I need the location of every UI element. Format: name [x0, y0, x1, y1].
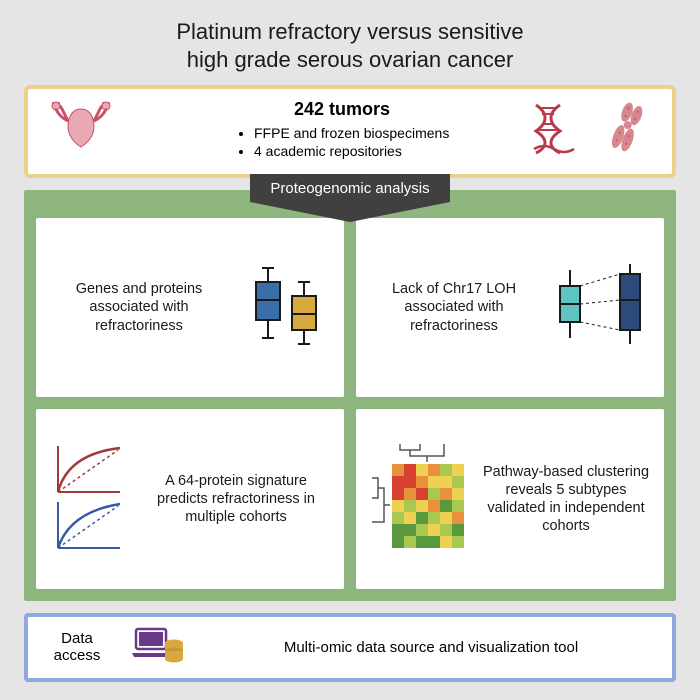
arrow-wrap: Proteogenomic analysis [24, 174, 676, 201]
laptop-database-icon [130, 625, 186, 670]
panel-1-text: Genes and proteins associated with refra… [50, 280, 228, 334]
panel-pathway-clustering: Pathway-based clustering reveals 5 subty… [356, 409, 664, 589]
data-access-card: Data access Multi-omic data source and v… [24, 613, 676, 682]
title-line-1: Platinum refractory versus sensitivehigh… [176, 19, 523, 72]
panel-4-text: Pathway-based clustering reveals 5 subty… [482, 463, 650, 536]
panel-3-text: A 64-protein signature predicts refracto… [142, 472, 330, 526]
tumors-center: 242 tumors FFPE and frozen biospecimens … [134, 99, 510, 160]
panel-chr17-loh: Lack of Chr17 LOH associated with refrac… [356, 218, 664, 398]
panel-genes-proteins: Genes and proteins associated with refra… [36, 218, 344, 398]
boxplot-pair-icon [240, 260, 330, 355]
heatmap-icon [370, 442, 470, 557]
arrow-box: Proteogenomic analysis [250, 174, 450, 201]
arrow-label: Proteogenomic analysis [270, 180, 429, 197]
analysis-grid: Genes and proteins associated with refra… [24, 190, 676, 601]
panel-2-text: Lack of Chr17 LOH associated with refrac… [370, 280, 538, 334]
tumors-bullet-2: 4 academic repositories [254, 142, 510, 160]
tumors-bullets: FFPE and frozen biospecimens 4 academic … [174, 124, 510, 160]
boxplot-linked-icon [550, 260, 650, 355]
tumors-card: 242 tumors FFPE and frozen biospecimens … [24, 85, 676, 178]
data-access-desc: Multi-omic data source and visualization… [204, 639, 658, 656]
data-access-label: Data access [42, 631, 112, 664]
chromosome-icon [600, 99, 654, 160]
tumors-bullet-1: FFPE and frozen biospecimens [254, 124, 510, 142]
tumors-heading: 242 tumors [174, 99, 510, 120]
uterus-icon [46, 99, 116, 160]
page-title: Platinum refractory versus sensitivehigh… [24, 18, 676, 73]
dna-icon [528, 99, 582, 160]
roc-curves-icon [50, 442, 130, 557]
panel-64-protein: A 64-protein signature predicts refracto… [36, 409, 344, 589]
